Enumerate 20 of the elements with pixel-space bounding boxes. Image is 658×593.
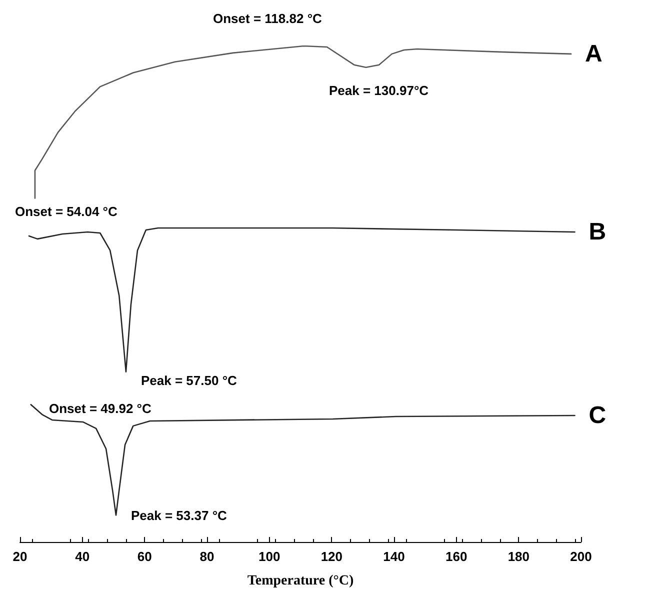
annotation: Peak = 130.97°C — [329, 83, 430, 98]
annotation: Onset = 54.04 °C — [15, 204, 118, 219]
x-tick-label: 20 — [12, 549, 28, 564]
annotation: Peak = 57.50 °C — [141, 373, 238, 388]
annotation: Onset = 49.92 °C — [49, 401, 152, 416]
x-tick-label: 180 — [508, 549, 530, 564]
x-tick-label: 60 — [137, 549, 152, 564]
x-axis-title: Temperature (°C) — [247, 574, 354, 588]
series-label: A — [585, 40, 602, 68]
text: Onset = 118.82 °C — [213, 11, 323, 26]
x-tick-label: 160 — [445, 549, 468, 564]
x-tick-label: 100 — [258, 549, 280, 564]
series-label: B — [588, 218, 606, 246]
x-tick-label: 140 — [383, 549, 405, 564]
x-tick-label: 200 — [570, 549, 592, 564]
x-tick-label: 80 — [200, 549, 214, 564]
annotation: Peak = 53.37 °C — [131, 508, 228, 523]
x-tick-label: 120 — [320, 549, 343, 564]
series-label: C — [588, 402, 606, 430]
x-tick-label: 40 — [75, 549, 90, 564]
